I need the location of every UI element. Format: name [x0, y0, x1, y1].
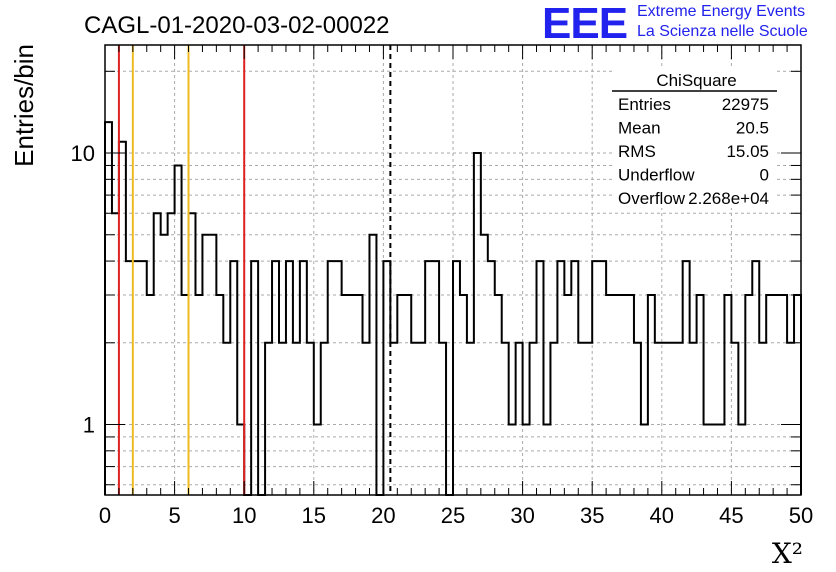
stats-value: 2.268e+04 [688, 189, 769, 208]
eee-logo: EEE [542, 0, 628, 48]
stats-value: 0 [760, 166, 769, 185]
stats-label: RMS [618, 142, 656, 161]
x-tick-label: 40 [650, 503, 674, 528]
x-axis-label: X² [772, 537, 803, 570]
marker-lines [117, 45, 392, 495]
x-tick-label: 0 [99, 503, 111, 528]
x-tick-label: 35 [580, 503, 604, 528]
stats-value: 20.5 [736, 119, 769, 138]
stats-value: 22975 [722, 95, 769, 114]
brand-line-1: Extreme Energy Events [637, 3, 806, 20]
x-tick-label: 25 [441, 503, 465, 528]
stats-label: Entries [618, 95, 671, 114]
stats-title: ChiSquare [656, 71, 736, 90]
x-tick-label: 10 [232, 503, 256, 528]
stats-label: Mean [618, 119, 661, 138]
y-tick-label: 1 [83, 413, 95, 438]
x-tick-label: 45 [719, 503, 743, 528]
x-tick-label: 15 [302, 503, 326, 528]
y-axis-label: Entries/bin [9, 44, 39, 167]
stats-box: ChiSquare Entries 22975 Mean 20.5 RMS 15.05 Und… [612, 68, 777, 208]
y-tick-label: 10 [71, 141, 95, 166]
x-tick-label: 50 [789, 503, 813, 528]
stats-label: Overflow [618, 189, 686, 208]
chart-title: CAGL-01-2020-03-02-00022 [84, 12, 390, 39]
axes: 0 5 10 15 20 25 30 35 40 45 50 1 10 [71, 44, 813, 528]
x-tick-label: 5 [168, 503, 180, 528]
x-tick-label: 30 [510, 503, 534, 528]
brand-line-2: La Scienza nelle Scuole [637, 23, 808, 40]
stats-label: Underflow [618, 166, 695, 185]
x-tick-label: 20 [371, 503, 395, 528]
stats-value: 15.05 [726, 142, 769, 161]
